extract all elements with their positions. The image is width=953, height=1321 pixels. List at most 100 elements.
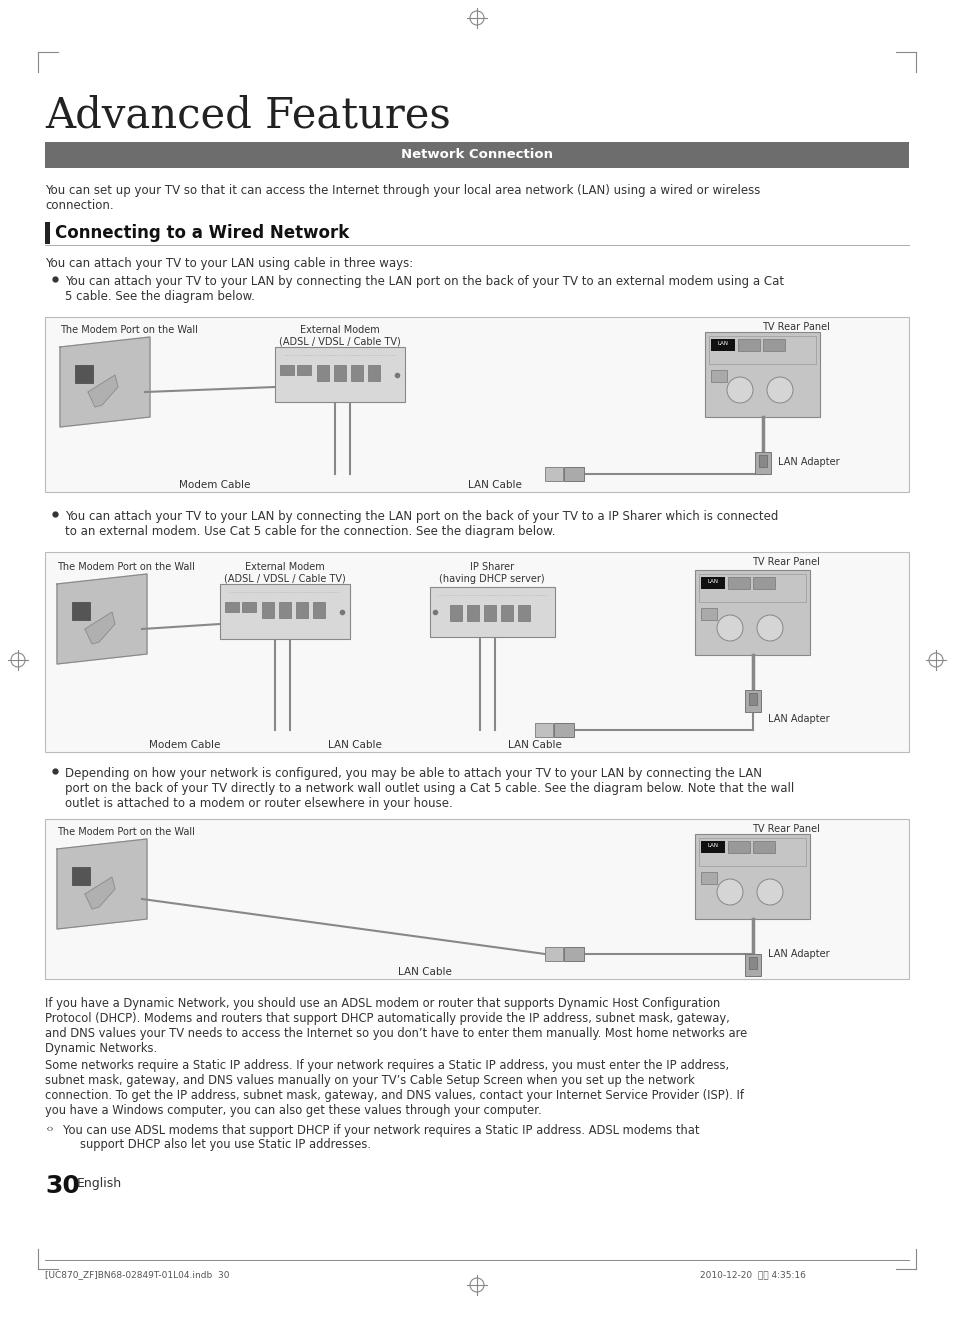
Bar	[242, 602, 255, 612]
Text: Network Connection: Network Connection	[400, 148, 553, 161]
Bar	[704, 332, 820, 417]
Text: External Modem
(ADSL / VDSL / Cable TV): External Modem (ADSL / VDSL / Cable TV)	[224, 561, 346, 584]
Polygon shape	[85, 612, 115, 645]
Bar	[483, 605, 496, 621]
Text: [UC870_ZF]BN68-02849T-01L04.indb  30: [UC870_ZF]BN68-02849T-01L04.indb 30	[45, 1269, 230, 1279]
Text: IP Sharer
(having DHCP server): IP Sharer (having DHCP server)	[438, 561, 544, 584]
Text: LAN: LAN	[707, 843, 718, 848]
Polygon shape	[88, 375, 118, 407]
Text: You can attach your TV to your LAN using cable in three ways:: You can attach your TV to your LAN using…	[45, 258, 413, 269]
Bar	[225, 602, 239, 612]
Bar	[710, 339, 734, 351]
Circle shape	[717, 616, 742, 641]
Bar	[296, 365, 311, 375]
Bar	[563, 947, 583, 960]
Bar	[710, 370, 726, 382]
Bar	[295, 602, 308, 618]
Polygon shape	[57, 575, 147, 664]
Bar	[274, 347, 405, 402]
Text: Modem Cable: Modem Cable	[150, 740, 220, 750]
Text: ‹›: ‹›	[45, 1124, 53, 1133]
Text: 30: 30	[45, 1174, 80, 1198]
Bar	[45, 1122, 59, 1136]
Text: English: English	[77, 1177, 122, 1190]
Text: Some networks require a Static IP address. If your network requires a Static IP : Some networks require a Static IP addres…	[45, 1059, 743, 1118]
Bar	[744, 954, 760, 976]
Text: LAN Cable: LAN Cable	[508, 740, 561, 750]
Bar	[544, 947, 562, 960]
Bar	[744, 690, 760, 712]
Bar	[71, 867, 90, 885]
Bar	[759, 454, 766, 468]
Bar	[708, 336, 815, 365]
Bar	[45, 222, 50, 244]
Bar	[700, 577, 724, 589]
Bar	[738, 339, 760, 351]
Bar	[727, 841, 749, 853]
Bar	[45, 317, 908, 491]
Bar	[450, 605, 461, 621]
Bar	[45, 552, 908, 752]
Bar	[748, 956, 757, 970]
Text: If you have a Dynamic Network, you should use an ADSL modem or router that suppo: If you have a Dynamic Network, you shoul…	[45, 997, 746, 1055]
Circle shape	[757, 878, 782, 905]
Bar	[699, 838, 805, 867]
Polygon shape	[85, 877, 115, 909]
Bar	[280, 365, 294, 375]
Text: The Modem Port on the Wall: The Modem Port on the Wall	[57, 561, 194, 572]
Circle shape	[726, 376, 752, 403]
Bar	[752, 577, 774, 589]
Bar	[700, 841, 724, 853]
Bar	[262, 602, 274, 618]
Bar	[727, 577, 749, 589]
Bar	[467, 605, 478, 621]
Text: TV Rear Panel: TV Rear Panel	[751, 824, 819, 834]
Bar	[748, 694, 757, 705]
Bar	[700, 872, 717, 884]
Text: Depending on how your network is configured, you may be able to attach your TV t: Depending on how your network is configu…	[65, 768, 794, 810]
Text: LAN: LAN	[707, 579, 718, 584]
Text: Connecting to a Wired Network: Connecting to a Wired Network	[55, 225, 349, 242]
Bar	[695, 834, 809, 919]
Bar	[45, 819, 908, 979]
Bar	[334, 365, 346, 380]
Bar	[220, 584, 350, 639]
Text: Advanced Features: Advanced Features	[45, 95, 450, 137]
Bar	[71, 602, 90, 620]
Bar	[699, 575, 805, 602]
Text: You can set up your TV so that it can access the Internet through your local are: You can set up your TV so that it can ac…	[45, 184, 760, 211]
Bar	[754, 452, 770, 474]
Text: You can attach your TV to your LAN by connecting the LAN port on the back of you: You can attach your TV to your LAN by co…	[65, 510, 778, 538]
Circle shape	[757, 616, 782, 641]
Bar	[278, 602, 291, 618]
Bar	[313, 602, 325, 618]
Bar	[368, 365, 379, 380]
Bar	[500, 605, 513, 621]
Bar	[45, 141, 908, 168]
Text: LAN Adapter: LAN Adapter	[767, 948, 829, 959]
Text: You can use ADSL modems that support DHCP if your network requires a Static IP a: You can use ADSL modems that support DHC…	[63, 1124, 699, 1137]
Bar	[752, 841, 774, 853]
Text: 2010-12-20  오후 4:35:16: 2010-12-20 오후 4:35:16	[700, 1269, 805, 1279]
Circle shape	[766, 376, 792, 403]
Bar	[563, 468, 583, 481]
Text: TV Rear Panel: TV Rear Panel	[761, 322, 829, 332]
Bar	[535, 723, 553, 737]
Text: The Modem Port on the Wall: The Modem Port on the Wall	[60, 325, 197, 336]
Bar	[316, 365, 329, 380]
Circle shape	[717, 878, 742, 905]
Text: External Modem
(ADSL / VDSL / Cable TV): External Modem (ADSL / VDSL / Cable TV)	[279, 325, 400, 346]
Bar	[517, 605, 530, 621]
Bar	[351, 365, 363, 380]
Text: LAN: LAN	[717, 341, 728, 346]
Bar	[695, 569, 809, 655]
Text: LAN Cable: LAN Cable	[328, 740, 381, 750]
Text: LAN Adapter: LAN Adapter	[778, 457, 839, 468]
Text: LAN Cable: LAN Cable	[397, 967, 452, 978]
Text: You can attach your TV to your LAN by connecting the LAN port on the back of you: You can attach your TV to your LAN by co…	[65, 275, 783, 303]
Text: TV Rear Panel: TV Rear Panel	[751, 557, 819, 567]
Text: support DHCP also let you use Static IP addresses.: support DHCP also let you use Static IP …	[80, 1137, 371, 1151]
Bar	[554, 723, 574, 737]
Bar	[544, 468, 562, 481]
Bar	[430, 587, 555, 637]
